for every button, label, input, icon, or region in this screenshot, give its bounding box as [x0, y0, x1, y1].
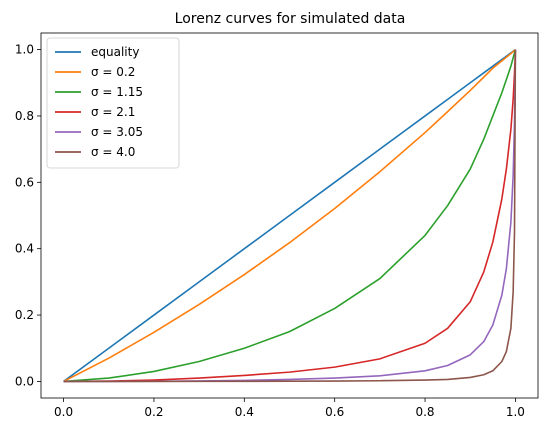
x-tick-label: 0.0	[54, 405, 73, 419]
legend: equality σ = 0.2 σ = 1.15 σ = 2.1 σ = 3.05 σ …	[46, 37, 180, 169]
plot-frame	[40, 32, 539, 399]
series-layer	[63, 48, 517, 383]
chart-title: Lorenz curves for simulated data	[175, 11, 406, 27]
series-line-5	[63, 49, 517, 383]
legend-label-4: σ = 3.05	[91, 125, 143, 139]
x-tick-label: 0.4	[235, 405, 254, 419]
legend-label-0: equality	[91, 45, 139, 59]
x-tick-label: 0.6	[325, 405, 344, 419]
legend-label-3: σ = 2.1	[91, 105, 135, 119]
series-line-2	[63, 49, 517, 383]
legend-box	[46, 37, 180, 169]
y-tick-label: 0.4	[15, 242, 34, 256]
series-line-3	[63, 49, 517, 383]
y-tick-label: 0.8	[15, 109, 34, 123]
x-axis: 0.0 0.2 0.4 0.6 0.8 1.0	[54, 398, 525, 419]
x-tick-label: 0.2	[144, 405, 163, 419]
series-line-1	[63, 49, 517, 383]
x-tick-label: 1.0	[506, 405, 525, 419]
legend-label-2: σ = 1.15	[91, 85, 143, 99]
legend-label-5: σ = 4.0	[91, 145, 135, 159]
legend-label-1: σ = 0.2	[91, 65, 135, 79]
y-tick-label: 0.2	[15, 308, 34, 322]
y-tick-label: 0.0	[15, 374, 34, 388]
y-axis: 0.0 0.2 0.4 0.6 0.8 1.0	[15, 43, 41, 388]
x-tick-label: 0.8	[415, 405, 434, 419]
y-tick-label: 0.6	[15, 175, 34, 189]
y-tick-label: 1.0	[15, 43, 34, 57]
